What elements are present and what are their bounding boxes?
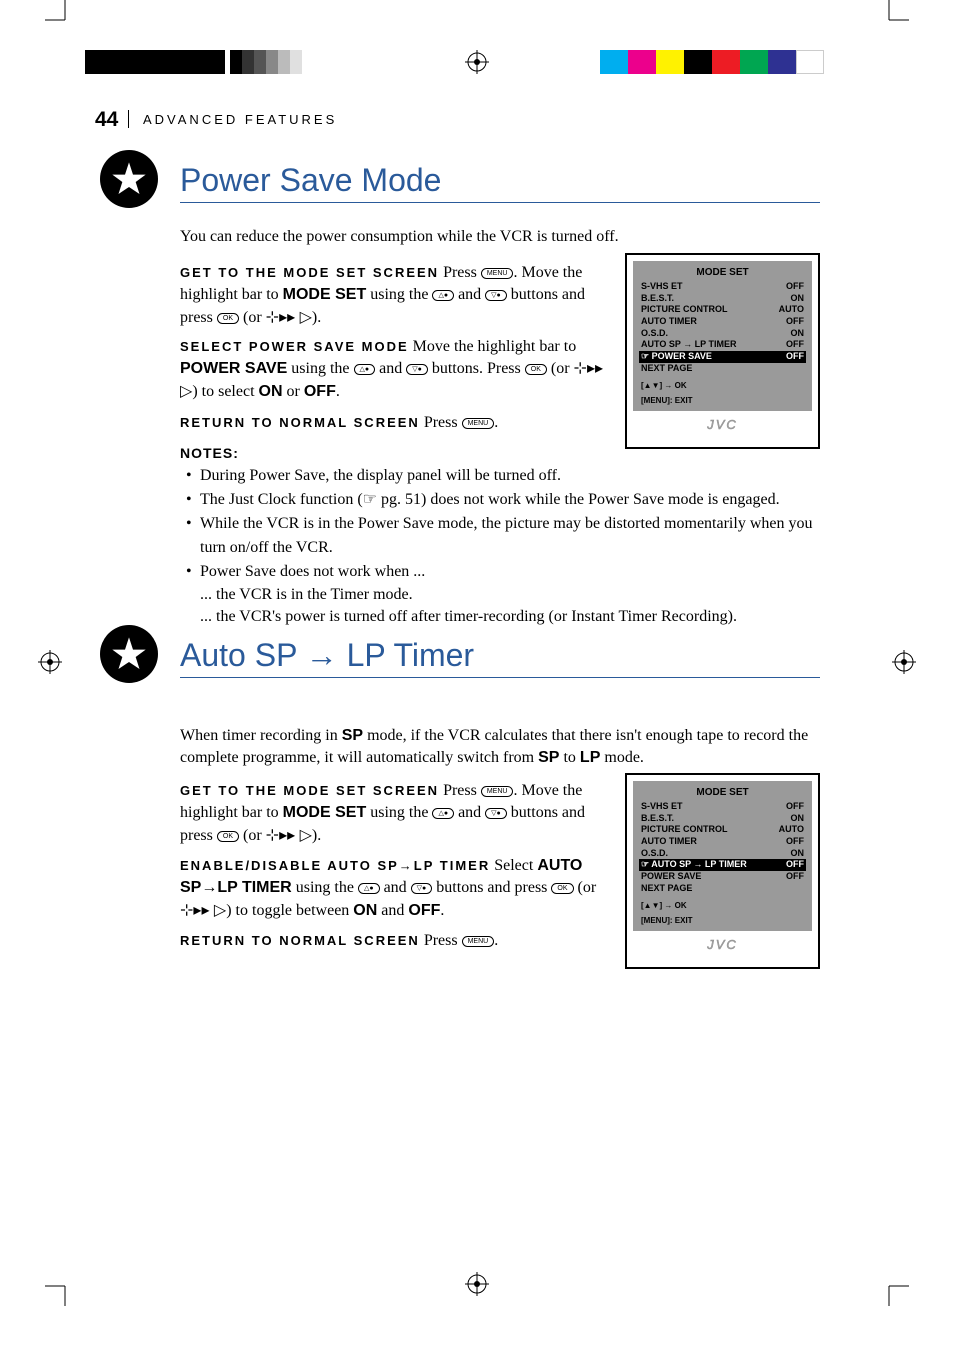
up-button-icon: △● [432, 808, 454, 819]
jvc-logo: JVC [627, 937, 818, 952]
osd-highlight-row: ☞ AUTO SP → LP TIMER OFF [639, 859, 806, 871]
osd-footer1: [▲▼] → OK [641, 381, 804, 390]
step3-label: RETURN TO NORMAL SCREEN [180, 415, 420, 430]
registration-mark-bottom [465, 1272, 489, 1301]
osd-screen-1: MODE SET S-VHS ETOFFB.E.S.T.ONPICTURE CO… [625, 253, 820, 449]
up-button-icon: △● [358, 883, 380, 894]
section2-title: Auto SP → LP Timer [180, 637, 474, 674]
ok-button-icon: OK [217, 831, 239, 842]
osd-row: S-VHS ETOFF [641, 801, 804, 813]
osd-title: MODE SET [641, 267, 804, 278]
step1-label: GET TO THE MODE SET SCREEN [180, 265, 439, 280]
registration-mark-top [465, 50, 489, 79]
step2-label: ENABLE/DISABLE AUTO SP→LP TIMER [180, 858, 490, 873]
section1-title: Power Save Mode [180, 162, 441, 199]
osd-row: O.S.D.ON [641, 328, 804, 340]
osd-row: POWER SAVEOFF [641, 871, 804, 883]
osd-footer2: [MENU]: EXIT [641, 916, 804, 925]
print-bars-black [85, 50, 225, 74]
section2-underline [180, 677, 820, 678]
osd-row: PICTURE CONTROLAUTO [641, 304, 804, 316]
section2-step1: GET TO THE MODE SET SCREEN Press MENU. M… [180, 780, 610, 847]
osd-row: PICTURE CONTROLAUTO [641, 824, 804, 836]
registration-mark-right [892, 650, 916, 679]
osd-row: B.E.S.T.ON [641, 293, 804, 305]
section1-notes: NOTES: During Power Save, the display pa… [180, 444, 820, 628]
page-number: 44 [95, 108, 118, 132]
section2-intro: When timer recording in SP mode, if the … [180, 725, 820, 770]
up-button-icon: △● [354, 364, 376, 375]
ok-button-icon: OK [525, 364, 547, 375]
print-bars-color [600, 50, 824, 74]
section2-step2: ENABLE/DISABLE AUTO SP→LP TIMER Select A… [180, 855, 610, 922]
ok-button-icon: OK [217, 313, 239, 324]
step2-label: SELECT POWER SAVE MODE [180, 339, 409, 354]
step1-label: GET TO THE MODE SET SCREEN [180, 783, 439, 798]
crop-mark-bottom-right [879, 1276, 909, 1311]
osd-screen-2: MODE SET S-VHS ETOFFB.E.S.T.ONPICTURE CO… [625, 773, 820, 969]
header-divider [128, 110, 129, 128]
crop-mark-top-left [45, 0, 75, 35]
osd-row: NEXT PAGE [641, 363, 804, 375]
jvc-logo: JVC [627, 417, 818, 432]
osd-row: AUTO TIMEROFF [641, 316, 804, 328]
note-item: While the VCR is in the Power Save mode,… [180, 512, 820, 560]
star-badge-icon [100, 625, 158, 683]
down-button-icon: ▽● [485, 808, 507, 819]
osd-highlight-row: ☞ POWER SAVE OFF [639, 351, 806, 363]
osd-row: O.S.D.ON [641, 848, 804, 860]
section1-step2: SELECT POWER SAVE MODE Move the highligh… [180, 336, 610, 403]
note-item: During Power Save, the display panel wil… [180, 464, 820, 488]
down-button-icon: ▽● [411, 883, 433, 894]
star-badge-icon [100, 150, 158, 208]
note-item: The Just Clock function (☞ pg. 51) does … [180, 488, 820, 512]
osd-row: S-VHS ETOFF [641, 281, 804, 293]
section1-step1: GET TO THE MODE SET SCREEN Press MENU. M… [180, 262, 610, 329]
up-button-icon: △● [432, 290, 454, 301]
section1-underline [180, 202, 820, 203]
down-button-icon: ▽● [485, 290, 507, 301]
crop-mark-top-right [879, 0, 909, 35]
header-section: ADVANCED FEATURES [143, 112, 337, 127]
osd-row: AUTO SP → LP TIMEROFF [641, 339, 804, 351]
osd-footer2: [MENU]: EXIT [641, 396, 804, 405]
menu-button-icon: MENU [462, 936, 495, 947]
ok-button-icon: OK [551, 883, 573, 894]
note-item: Power Save does not work when ... [180, 560, 820, 584]
print-bars-gray [230, 50, 302, 74]
osd-row: NEXT PAGE [641, 883, 804, 895]
down-button-icon: ▽● [406, 364, 428, 375]
osd-row: B.E.S.T.ON [641, 813, 804, 825]
osd-row: AUTO TIMEROFF [641, 836, 804, 848]
section1-intro: You can reduce the power consumption whi… [180, 226, 820, 248]
sub-note: ... the VCR's power is turned off after … [180, 606, 820, 628]
crop-mark-bottom-left [45, 1276, 75, 1311]
menu-button-icon: MENU [462, 418, 495, 429]
osd-title: MODE SET [641, 787, 804, 798]
menu-button-icon: MENU [481, 268, 514, 279]
osd-footer1: [▲▼] → OK [641, 901, 804, 910]
step3-label: RETURN TO NORMAL SCREEN [180, 933, 420, 948]
registration-mark-left [38, 650, 62, 679]
sub-note: ... the VCR is in the Timer mode. [180, 584, 820, 606]
menu-button-icon: MENU [481, 786, 514, 797]
